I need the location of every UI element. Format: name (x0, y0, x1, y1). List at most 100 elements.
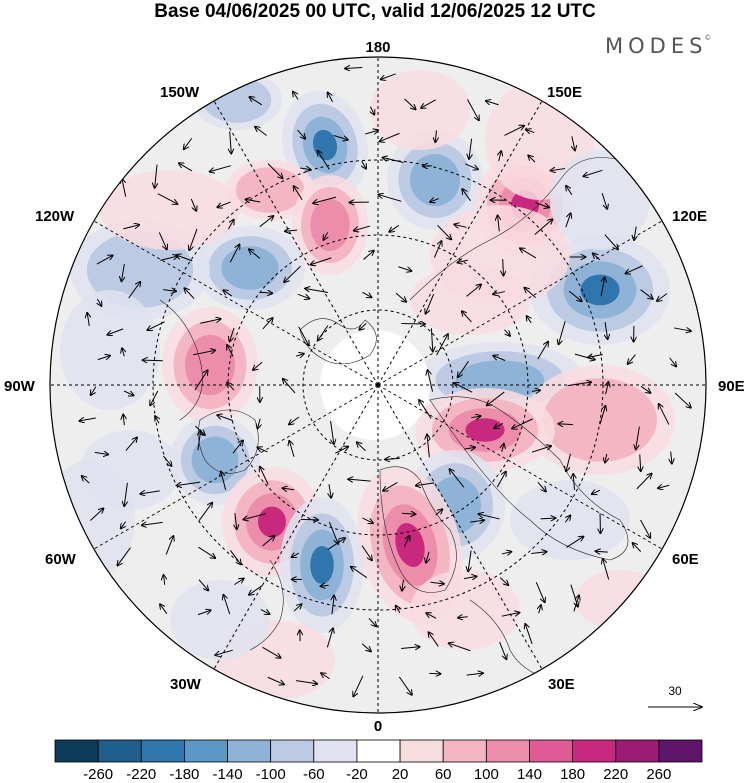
wind-vector (640, 454, 641, 471)
wind-vector (79, 418, 96, 421)
wind-vector (361, 545, 372, 561)
wind-vector (572, 136, 575, 150)
wind-vector (150, 390, 159, 405)
wind-vector (363, 251, 373, 260)
wind-vector (124, 482, 128, 506)
wind-vector (318, 325, 329, 340)
wind-vector (125, 438, 137, 451)
wind-vector (232, 441, 243, 454)
wind-vector (564, 515, 570, 523)
wind-vector (531, 390, 540, 391)
wind-vector (365, 130, 378, 134)
wind-vector (626, 265, 643, 274)
wind-vector (494, 422, 504, 428)
negative-anomaly-contour (170, 580, 270, 660)
wind-vector (249, 249, 261, 259)
lon-label-120e: 120E (672, 208, 707, 225)
wind-vector (297, 293, 309, 298)
wind-vector (223, 595, 231, 615)
wind-vector (501, 552, 511, 554)
wind-vector (330, 420, 334, 444)
negative-anomaly-contour (60, 290, 160, 410)
wind-vector (351, 567, 368, 579)
longitude-meridian (212, 98, 379, 386)
wind-vector (601, 193, 607, 209)
longitude-meridian (91, 384, 379, 551)
wind-vector (531, 552, 546, 554)
wind-vector (593, 254, 601, 261)
wind-vector (573, 596, 579, 612)
wind-vector (520, 248, 537, 259)
wind-vector (284, 265, 301, 282)
wind-vector (404, 98, 416, 109)
wind-vectors (79, 67, 690, 696)
wind-vector (467, 99, 478, 120)
wind-vector (429, 632, 439, 647)
wind-vector (466, 285, 482, 297)
wind-vector (395, 292, 406, 302)
wind-vector (179, 163, 193, 172)
wind-vector (640, 289, 653, 299)
wind-vector (604, 234, 618, 250)
wind-vector (401, 323, 425, 324)
colorbar-tick-label: 20 (392, 766, 409, 783)
wind-vector (464, 447, 475, 449)
wind-vector (228, 220, 233, 230)
wind-vector (234, 579, 243, 586)
wind-vector (354, 225, 371, 231)
wind-vector (531, 446, 551, 453)
wind-vector (321, 673, 330, 680)
wind-vector (249, 584, 263, 594)
wind-vector (528, 155, 536, 163)
wind-vector (198, 546, 215, 558)
wind-vector (176, 255, 193, 262)
wind-vector (345, 67, 363, 68)
wind-vector (128, 282, 141, 299)
wind-vector (401, 513, 415, 514)
wind-vector (260, 292, 272, 293)
wind-vector (250, 97, 263, 106)
wind-vector (499, 577, 508, 585)
wind-vector (357, 442, 366, 452)
wind-vector (305, 288, 328, 294)
wind-vector (348, 479, 371, 481)
negative-anomaly-contour (80, 430, 180, 510)
wind-vector (539, 605, 541, 614)
wind-vector (385, 458, 400, 459)
wind-vector (329, 484, 331, 497)
coastline (469, 599, 551, 681)
wind-vector (466, 673, 483, 675)
positive-anomaly-contour (100, 170, 240, 250)
wind-vector (599, 406, 605, 425)
wind-vector (123, 415, 124, 426)
wind-vector (449, 643, 471, 652)
wind-vector (289, 416, 300, 424)
wind-vector (117, 547, 131, 566)
wind-vector (378, 195, 402, 202)
wind-vector (227, 345, 234, 357)
wind-vector (361, 643, 371, 652)
negative-anomaly-contour (310, 545, 334, 585)
wind-vector (368, 617, 376, 626)
colorbar-swatch (356, 739, 401, 763)
wind-vector (658, 485, 670, 488)
positive-anomaly-contour (370, 70, 470, 150)
wind-vector (194, 370, 208, 391)
longitude-meridian (212, 384, 379, 672)
wind-vector (636, 426, 640, 450)
wind-vector (221, 472, 227, 490)
wind-vector (123, 225, 139, 230)
colorbar-tick-label: 220 (603, 766, 628, 783)
wind-vector (398, 266, 411, 271)
colorbar-tick-label: 100 (474, 766, 499, 783)
wind-vector (426, 551, 429, 563)
wind-vector (470, 520, 484, 522)
map-border (49, 56, 707, 714)
wind-vector (596, 551, 608, 552)
wind-vector (383, 158, 404, 163)
wind-vector (198, 431, 201, 451)
wind-vector (450, 469, 465, 488)
negative-anomaly-contour (221, 246, 279, 290)
positive-anomaly-contour (185, 334, 235, 396)
wind-vector (163, 455, 171, 466)
